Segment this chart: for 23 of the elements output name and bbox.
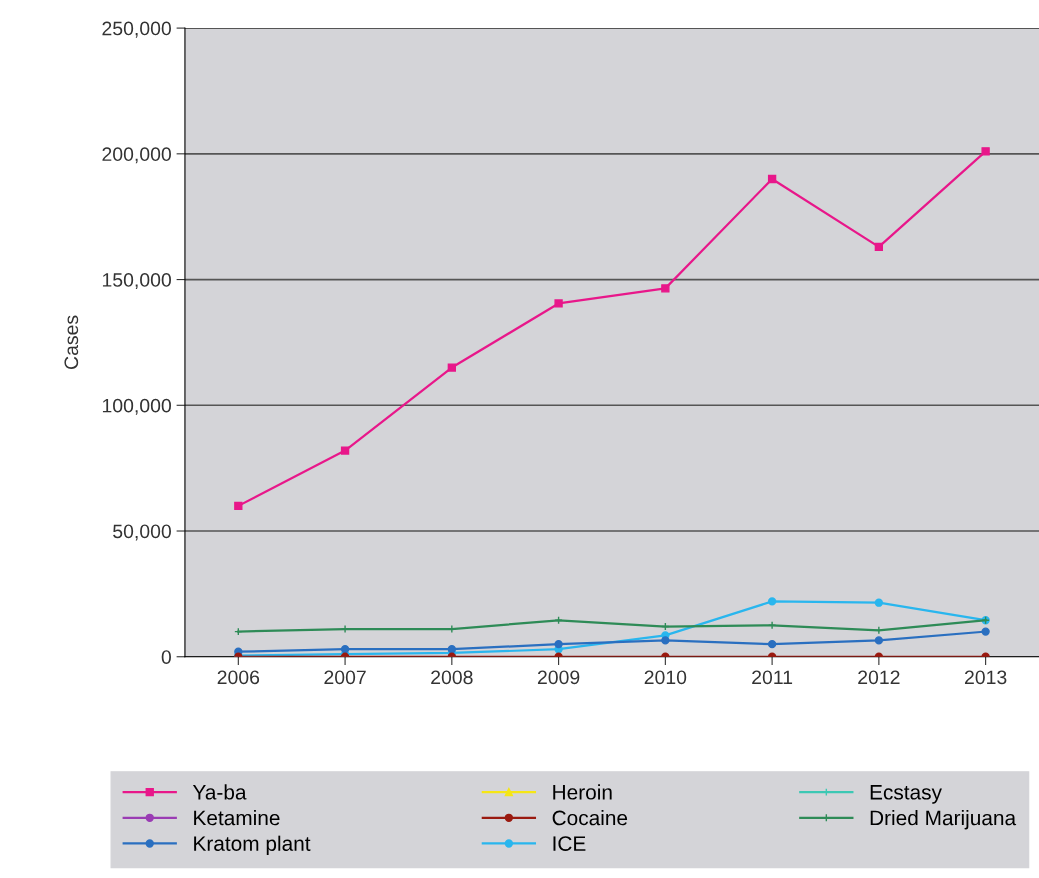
legend-label: Dried Marijuana [870,809,1017,830]
x-tick-label: 2007 [324,670,366,685]
x-tick-label: 2012 [858,670,900,685]
y-axis-title: Cases [64,315,79,369]
legend-label: Ya-ba [192,784,247,800]
legend-label: ICE [553,836,586,851]
legend-label: Ecstasy [870,785,942,804]
y-tick-label: 0 [161,650,171,664]
legend-label: Kratom plant [194,835,311,856]
legend-label: Cocaine [552,809,628,826]
legend-label: Ketamine [194,809,280,826]
x-tick-label: 2011 [752,670,793,685]
y-tick-label: 200,000 [102,147,171,164]
y-tick-label: 250,000 [102,21,171,38]
legend-label: Heroin [553,784,612,800]
y-tick-label: 50,000 [113,524,171,541]
x-tick-label: 2006 [217,670,260,685]
x-tick-label: 2009 [537,670,580,685]
y-tick-label: 100,000 [102,398,171,415]
x-tick-label: 2008 [431,670,473,685]
y-tick-label: 150,000 [102,273,171,290]
x-tick-label: 2010 [644,670,687,685]
x-tick-label: 2013 [964,670,1007,685]
